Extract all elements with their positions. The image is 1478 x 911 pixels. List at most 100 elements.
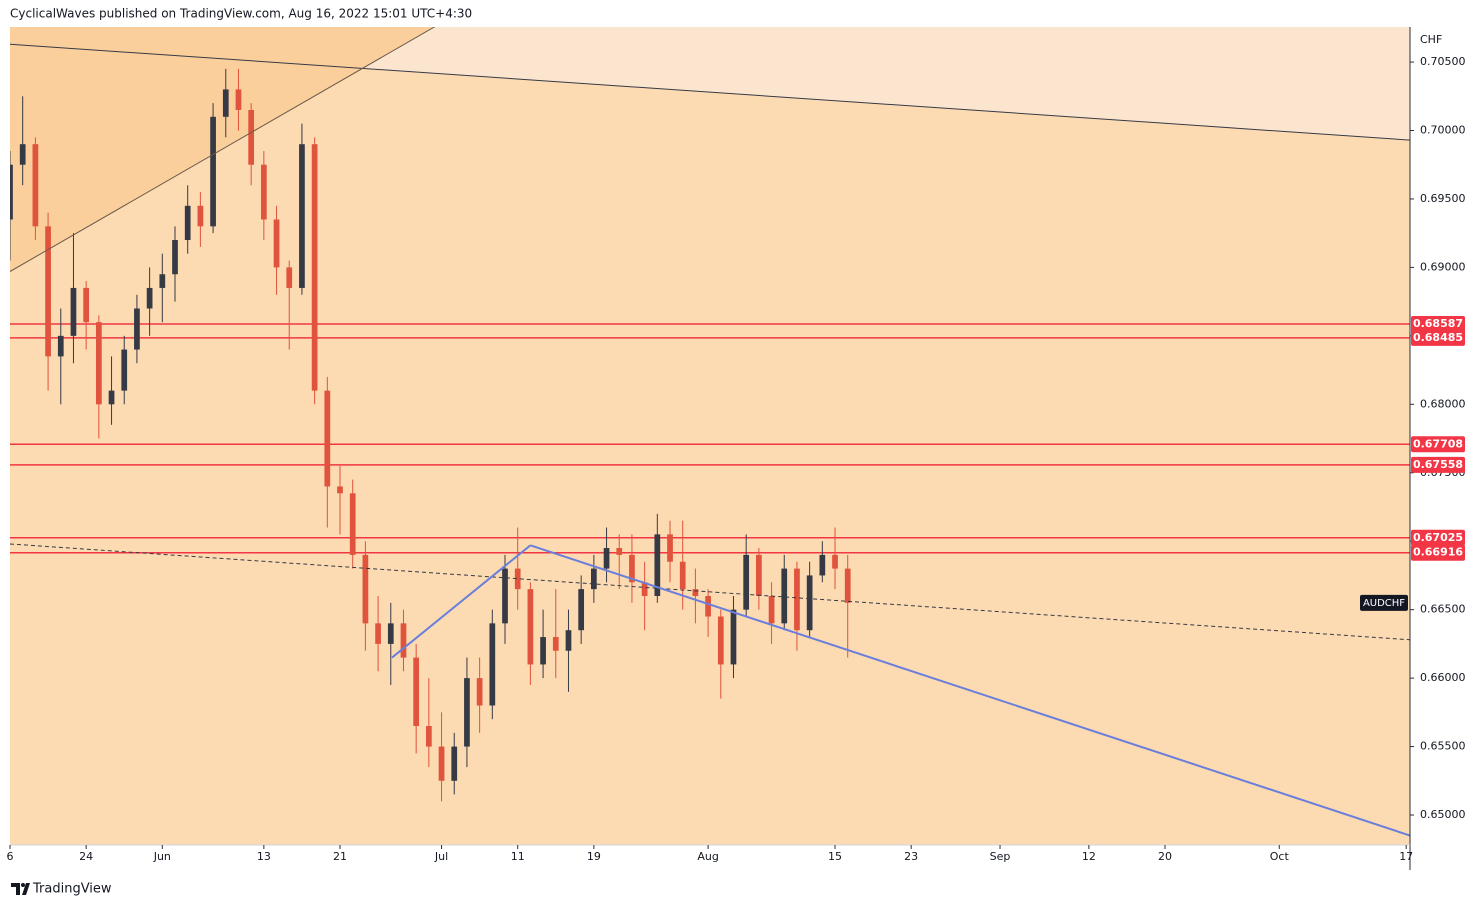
candle-body bbox=[362, 554, 369, 624]
y-tick-label: 0.65000 bbox=[1420, 808, 1466, 821]
level-label: 0.67708 bbox=[1413, 437, 1463, 450]
candle-body bbox=[172, 240, 178, 275]
candle-body bbox=[184, 205, 191, 241]
logo-icon bbox=[11, 883, 30, 895]
x-tick-label: 11 bbox=[511, 850, 525, 863]
candle-body bbox=[32, 144, 39, 227]
y-tick-label: 0.70000 bbox=[1420, 123, 1466, 136]
x-tick-label: Aug bbox=[697, 850, 718, 863]
candle-body bbox=[349, 493, 356, 555]
candle-body bbox=[426, 726, 432, 747]
y-tick-label: 0.65500 bbox=[1420, 740, 1466, 753]
x-tick-label: Oct bbox=[1270, 850, 1290, 863]
y-tick-label: 0.69000 bbox=[1420, 260, 1466, 273]
candle-body bbox=[210, 116, 216, 227]
x-tick-label: 13 bbox=[257, 850, 271, 863]
candle-body bbox=[19, 144, 26, 165]
candle-body bbox=[705, 595, 711, 617]
x-tick-label: 23 bbox=[904, 850, 918, 863]
candle-body bbox=[159, 274, 166, 288]
candle-body bbox=[489, 623, 496, 706]
candle-body bbox=[730, 609, 737, 665]
candle-body bbox=[45, 226, 51, 357]
level-label-box bbox=[1411, 456, 1465, 473]
candle-body bbox=[591, 568, 597, 590]
candle-body bbox=[95, 322, 102, 405]
candle-body bbox=[273, 219, 280, 268]
candle-body bbox=[756, 554, 762, 596]
x-tick-label: Jul bbox=[434, 850, 448, 863]
candle-body bbox=[134, 308, 140, 350]
candle-body bbox=[375, 623, 381, 644]
candle-body bbox=[819, 554, 826, 576]
candle-body bbox=[146, 287, 153, 309]
candle-body bbox=[527, 589, 534, 665]
candle-body bbox=[629, 554, 635, 583]
candle-body bbox=[121, 349, 128, 391]
candle-body bbox=[844, 568, 851, 603]
publish-header: CyclicalWaves published on TradingView.c… bbox=[10, 7, 472, 21]
candle-body bbox=[692, 589, 699, 596]
candle-body bbox=[70, 287, 77, 336]
candle-body bbox=[832, 554, 838, 569]
symbol-tag-box bbox=[1360, 594, 1408, 611]
symbol-tag: AUDCHF bbox=[1363, 598, 1405, 609]
candle-body bbox=[324, 390, 331, 487]
candle-body bbox=[743, 554, 750, 610]
candle-body bbox=[438, 746, 445, 781]
candle-body bbox=[781, 568, 788, 624]
level-label-box bbox=[1411, 529, 1465, 546]
trendline bbox=[530, 544, 1410, 837]
level-label: 0.66916 bbox=[1413, 546, 1463, 559]
plot-area bbox=[10, 27, 1410, 845]
candle-body bbox=[451, 746, 458, 781]
plot-background bbox=[10, 27, 1410, 845]
level-label-box bbox=[1411, 329, 1465, 346]
level-label: 0.68587 bbox=[1413, 317, 1463, 330]
x-tick-label: 21 bbox=[333, 850, 347, 863]
x-tick-label: Sep bbox=[990, 850, 1011, 863]
candle-body bbox=[679, 561, 686, 590]
candle-body bbox=[387, 623, 394, 644]
level-label: 0.67558 bbox=[1413, 458, 1463, 471]
candle-body bbox=[654, 534, 661, 596]
tradingview-logo bbox=[11, 883, 30, 895]
candle-body bbox=[286, 267, 293, 288]
x-tick-label: 15 bbox=[828, 850, 842, 863]
x-tick-label: 6 bbox=[7, 850, 14, 863]
candle-body bbox=[413, 657, 420, 727]
candle-body bbox=[235, 89, 242, 110]
candle-body bbox=[552, 637, 559, 651]
candle-body bbox=[768, 595, 775, 624]
logo-dot bbox=[21, 883, 25, 887]
candle-body bbox=[222, 89, 229, 117]
candle-body bbox=[565, 630, 572, 651]
candle-body bbox=[248, 109, 255, 165]
candle-body bbox=[260, 164, 267, 220]
candle-body bbox=[502, 568, 508, 624]
footer-brand: TradingView bbox=[32, 882, 112, 897]
candle-body bbox=[717, 616, 724, 665]
level-label-box bbox=[1411, 315, 1465, 332]
x-tick-label: 19 bbox=[587, 850, 601, 863]
candle-body bbox=[464, 678, 470, 747]
candle-body bbox=[794, 568, 800, 631]
trendline bbox=[391, 544, 532, 659]
candle-body bbox=[806, 575, 813, 631]
candle-body bbox=[641, 582, 648, 596]
candle-body bbox=[616, 548, 623, 555]
candle-body bbox=[578, 589, 585, 631]
candle-body bbox=[476, 678, 483, 706]
candle-body bbox=[311, 144, 318, 391]
level-label: 0.67025 bbox=[1413, 531, 1463, 544]
y-tick-label: 0.70500 bbox=[1420, 55, 1466, 68]
candle-body bbox=[514, 568, 521, 590]
x-tick-label: 24 bbox=[79, 850, 93, 863]
y-tick-label: 0.69500 bbox=[1420, 192, 1466, 205]
candle-body bbox=[299, 144, 305, 288]
level-label-box bbox=[1411, 436, 1465, 453]
y-tick-label: 0.66500 bbox=[1420, 603, 1466, 616]
candle-body bbox=[83, 287, 90, 323]
